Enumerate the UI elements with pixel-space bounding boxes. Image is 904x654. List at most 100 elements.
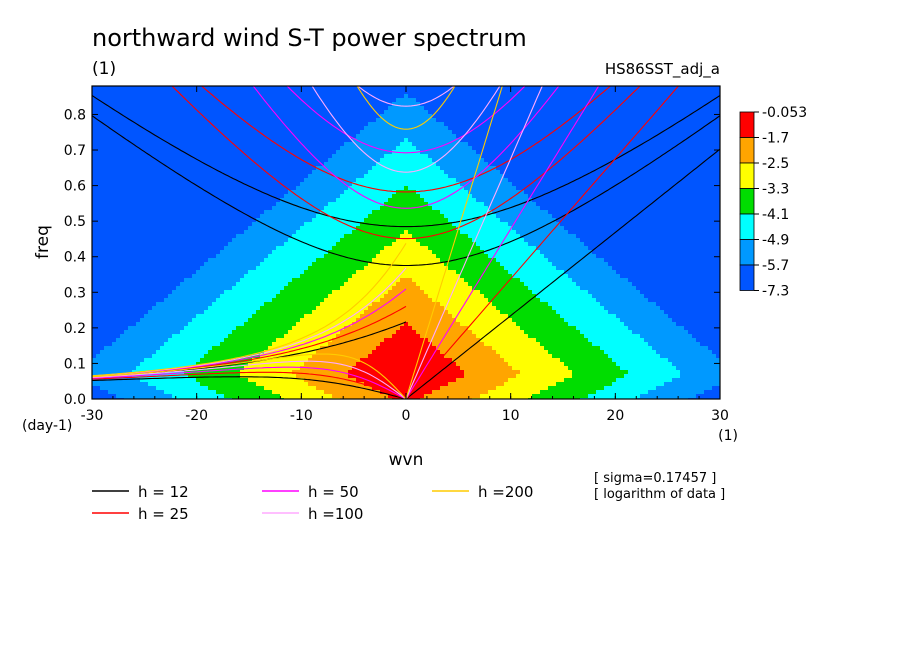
field-cell — [216, 162, 221, 167]
field-cell — [252, 158, 257, 163]
field-cell — [124, 370, 129, 375]
field-cell — [184, 314, 189, 319]
field-cell — [128, 274, 133, 279]
field-cell — [292, 174, 297, 179]
field-cell — [328, 394, 333, 399]
field-cell — [236, 122, 241, 127]
field-cell — [312, 98, 317, 103]
field-cell — [324, 378, 329, 383]
field-cell — [212, 218, 217, 223]
field-cell — [96, 254, 101, 259]
field-cell — [236, 250, 241, 255]
field-cell — [248, 114, 253, 119]
field-cell — [292, 294, 297, 299]
field-cell — [96, 322, 101, 327]
field-cell — [228, 114, 233, 119]
field-cell — [128, 202, 133, 207]
field-cell — [272, 322, 277, 327]
field-cell — [244, 134, 249, 139]
field-cell — [248, 258, 253, 263]
field-cell — [320, 146, 325, 151]
field-cell — [176, 362, 181, 367]
field-cell — [168, 126, 173, 131]
field-cell — [104, 94, 109, 99]
field-cell — [248, 322, 253, 327]
field-cell — [204, 154, 209, 159]
field-cell — [148, 382, 153, 387]
field-cell — [332, 270, 337, 275]
field-cell — [168, 358, 173, 363]
field-cell — [108, 346, 113, 351]
field-cell — [272, 366, 277, 371]
field-cell — [92, 214, 97, 219]
field-cell — [132, 86, 137, 91]
field-cell — [212, 246, 217, 251]
field-cell — [168, 94, 173, 99]
field-cell — [196, 86, 201, 91]
field-cell — [256, 382, 261, 387]
field-cell — [308, 142, 313, 147]
field-cell — [124, 358, 129, 363]
field-cell — [260, 338, 265, 343]
field-cell — [136, 254, 141, 259]
field-cell — [304, 162, 309, 167]
field-cell — [164, 142, 169, 147]
field-cell — [160, 274, 165, 279]
field-cell — [324, 382, 329, 387]
field-cell — [96, 314, 101, 319]
field-cell — [180, 218, 185, 223]
field-cell — [232, 266, 237, 271]
field-cell — [272, 274, 277, 279]
field-cell — [204, 170, 209, 175]
field-cell — [216, 322, 221, 327]
field-cell — [252, 226, 257, 231]
field-cell — [116, 102, 121, 107]
field-cell — [192, 394, 197, 399]
field-cell — [180, 134, 185, 139]
field-cell — [124, 274, 129, 279]
field-cell — [264, 194, 269, 199]
field-cell — [248, 138, 253, 143]
field-cell — [120, 166, 125, 171]
field-cell — [192, 274, 197, 279]
field-cell — [184, 394, 189, 399]
field-cell — [180, 214, 185, 219]
field-cell — [276, 102, 281, 107]
field-cell — [304, 86, 309, 91]
field-cell — [316, 178, 321, 183]
field-cell — [164, 242, 169, 247]
field-cell — [104, 230, 109, 235]
field-cell — [336, 130, 341, 135]
field-cell — [196, 386, 201, 391]
field-cell — [212, 350, 217, 355]
field-cell — [132, 154, 137, 159]
field-cell — [324, 202, 329, 207]
field-cell — [180, 354, 185, 359]
field-cell — [324, 226, 329, 231]
field-cell — [224, 118, 229, 123]
field-cell — [124, 86, 129, 91]
field-cell — [244, 386, 249, 391]
field-cell — [136, 282, 141, 287]
field-cell — [176, 334, 181, 339]
field-cell — [192, 306, 197, 311]
field-cell — [280, 366, 285, 371]
field-cell — [184, 286, 189, 291]
field-cell — [156, 142, 161, 147]
field-cell — [292, 202, 297, 207]
field-cell — [136, 394, 141, 399]
field-cell — [252, 98, 257, 103]
field-cell — [200, 174, 205, 179]
field-cell — [196, 330, 201, 335]
field-cell — [232, 182, 237, 187]
field-cell — [260, 234, 265, 239]
field-cell — [260, 382, 265, 387]
field-cell — [284, 382, 289, 387]
field-cell — [304, 114, 309, 119]
field-cell — [120, 150, 125, 155]
field-cell — [192, 310, 197, 315]
field-cell — [152, 102, 157, 107]
field-cell — [108, 182, 113, 187]
field-cell — [124, 138, 129, 143]
field-cell — [188, 162, 193, 167]
